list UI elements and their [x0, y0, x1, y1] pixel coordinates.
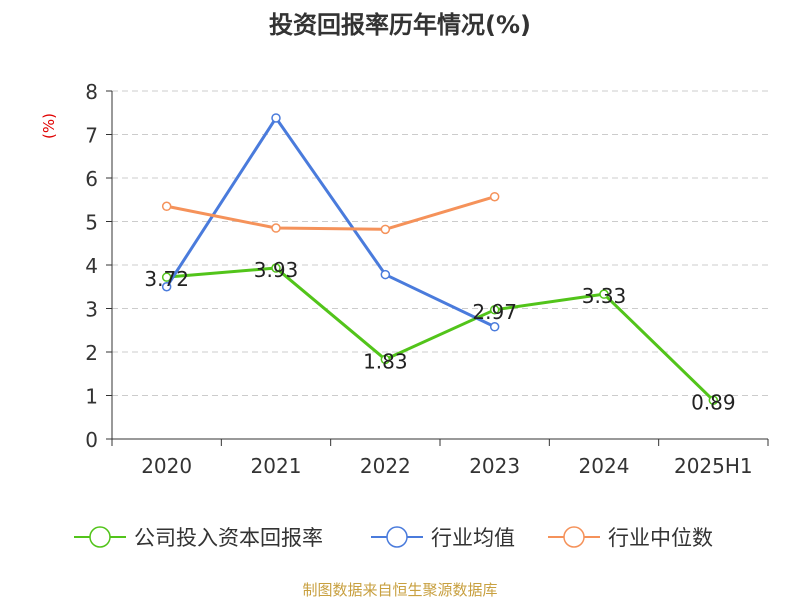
- series-line: [166, 266, 715, 402]
- y-tick-label: 3: [85, 298, 98, 322]
- legend-label: 公司投入资本回报率: [134, 526, 323, 550]
- series-line: [165, 116, 496, 329]
- data-point: [161, 201, 172, 212]
- data-label: 0.89: [691, 390, 736, 414]
- data-label: 2.97: [472, 300, 517, 324]
- y-tick-label: 8: [85, 80, 98, 104]
- data-point: [708, 395, 719, 406]
- x-tick-label: 2022: [360, 454, 411, 478]
- x-tick-label: 2024: [579, 454, 630, 478]
- legend-label: 行业均值: [431, 526, 515, 550]
- data-label: 3.33: [582, 284, 627, 308]
- x-tick-label: 2020: [141, 454, 192, 478]
- x-tick-label: 2023: [469, 454, 520, 478]
- source-note: 制图数据来自恒生聚源数据库: [302, 581, 497, 599]
- data-point: [489, 305, 500, 315]
- data-point: [161, 272, 172, 282]
- data-point: [380, 224, 391, 235]
- data-point: [380, 354, 391, 365]
- y-axis-unit-label: (%): [40, 113, 58, 139]
- data-label: 3.93: [254, 258, 299, 282]
- x-tick-label: 2021: [251, 454, 302, 478]
- data-point: [271, 263, 281, 273]
- data-labels: 3.72 3.93 1.83 2.97 3.33 0.89: [144, 258, 735, 414]
- legend-label: 行业中位数: [608, 526, 713, 550]
- y-tick-label: 1: [85, 385, 98, 409]
- data-point: [380, 269, 391, 280]
- series-lines: [161, 113, 719, 406]
- series-line: [166, 195, 496, 231]
- legend: 公司投入资本回报率 行业均值 行业中位数: [74, 526, 713, 550]
- data-point: [599, 289, 609, 299]
- data-label: 3.72: [144, 267, 189, 291]
- legend-marker: [89, 526, 111, 548]
- y-tick-label: 0: [85, 428, 98, 452]
- legend-marker: [563, 526, 585, 548]
- data-point: [489, 191, 500, 202]
- data-point: [161, 282, 172, 292]
- y-tick-label: 6: [85, 167, 98, 191]
- data-point: [489, 322, 500, 332]
- y-tick-label: 7: [85, 124, 98, 148]
- y-tick-label: 5: [85, 211, 98, 235]
- axes: 0 1 2 3 4 5 6 7 8 2020 2021 2022 2023 2024 2025H1: [85, 80, 769, 478]
- y-tick-label: 4: [85, 254, 98, 278]
- chart-title: 投资回报率历年情况(%): [269, 11, 531, 39]
- x-tick-label: 2025H1: [674, 454, 753, 478]
- y-tick-label: 2: [85, 341, 98, 365]
- data-label: 1.83: [363, 349, 408, 373]
- data-point: [271, 113, 281, 123]
- data-point: [271, 223, 281, 233]
- grid-lines: [112, 90, 768, 396]
- legend-marker: [386, 526, 408, 548]
